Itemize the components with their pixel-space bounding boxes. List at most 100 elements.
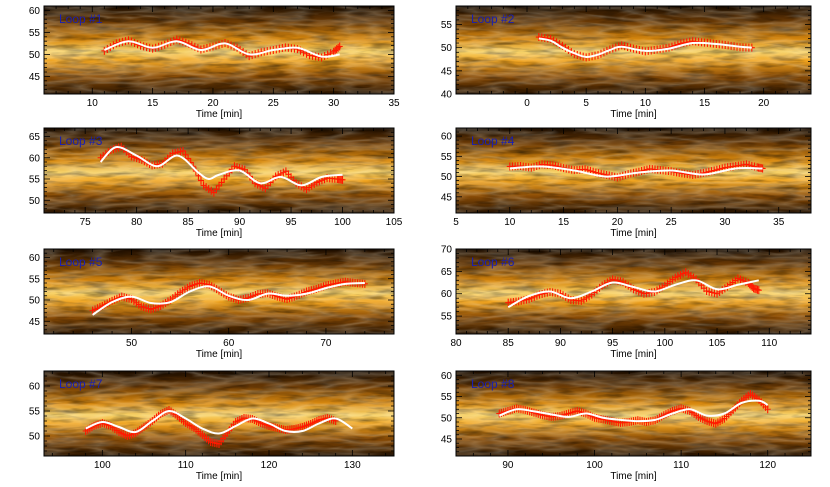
- loop-5-y-tick-label: 55: [29, 274, 41, 285]
- loop-2-x-tick-label: 20: [758, 98, 770, 109]
- loop-1-measured-point: [336, 42, 343, 51]
- loop-4-measured-point: [751, 162, 758, 171]
- loop-6-xlabel: Time [min]: [610, 349, 657, 360]
- loop-1-y-tick-label: 45: [29, 72, 41, 83]
- loop-6-x-tick-label: 85: [503, 338, 515, 349]
- loop-2-x-tick-label: 15: [699, 98, 711, 109]
- loop-6-measured-point: [677, 270, 684, 279]
- loop-6-measured-point: [703, 287, 710, 296]
- loop-7-y-tick-label: 50: [29, 432, 41, 443]
- loop-3-measured-point: [231, 162, 238, 171]
- loop-6-measured-point: [680, 269, 687, 278]
- loop-3-x-tick-label: 75: [80, 217, 92, 228]
- loop-3-measured-point: [197, 176, 204, 185]
- loop-8-xlabel: Time [min]: [610, 471, 657, 482]
- panel-loop-1: 10 15 20 25 30 35 45 50 55 60 Time [min] Loop #1: [29, 5, 400, 120]
- loop-7-x-tick-label: 100: [94, 460, 111, 471]
- loop-8-x-tick-label: 120: [759, 460, 776, 471]
- loop-8-x-tick-label: 100: [586, 460, 603, 471]
- loop-3-measured-point: [280, 168, 287, 177]
- loop-7-x-tick-label: 130: [344, 460, 361, 471]
- loop-4-x-tick-label: 35: [773, 217, 785, 228]
- loop-4-measured-point: [614, 173, 621, 182]
- loop-4-y-tick-label: 60: [441, 132, 453, 143]
- loop-8-x-tick-label: 90: [502, 460, 514, 471]
- loop-2-x-tick-label: 0: [524, 98, 530, 109]
- panel-loop-6: 80 85 90 95 100 105 110 55 60 65 70 Time [min] Loop …: [441, 245, 812, 360]
- loop-1-xlabel: Time [min]: [196, 109, 243, 120]
- loop-4-x-tick-label: 10: [504, 217, 516, 228]
- loop-6-measured-point: [711, 289, 718, 298]
- loop-6-measured-point: [682, 268, 689, 277]
- loop-4-x-tick-label: 20: [612, 217, 624, 228]
- loop-2-fit-line: [538, 37, 752, 58]
- panel-loop-3: 75 80 85 90 95 100 105 50 55 60 65 Time [min] Loop #…: [29, 127, 403, 239]
- loop-6-measured-point: [669, 275, 676, 284]
- loop-5-title: Loop #5: [59, 255, 103, 269]
- loop-1-x-tick-label: 10: [87, 98, 99, 109]
- loop-3-x-tick-label: 100: [334, 217, 351, 228]
- loop-3-measured-point: [179, 146, 186, 155]
- loop-6-x-tick-label: 90: [555, 338, 567, 349]
- loop-5-x-tick-label: 50: [126, 338, 138, 349]
- loop-6-measured-point: [708, 288, 715, 297]
- loop-1-y-tick-label: 60: [29, 6, 41, 17]
- loop-1-x-tick-label: 35: [388, 98, 400, 109]
- loop-7-x-tick-label: 110: [178, 460, 194, 471]
- loop-5-image: [44, 249, 394, 334]
- loop-3-measured-point: [259, 183, 266, 192]
- loop-3-measured-point: [306, 183, 313, 192]
- loop-3-measured-point: [200, 181, 207, 190]
- loop-2-y-tick-label: 45: [441, 66, 453, 77]
- loop-2-x-tick-label: 5: [583, 98, 589, 109]
- loop-6-measured-point: [580, 295, 587, 304]
- loop-3-measured-point: [208, 186, 215, 195]
- loop-1-x-tick-label: 20: [207, 98, 219, 109]
- loop-7-title: Loop #7: [59, 377, 103, 391]
- loop-6-fit-line: [507, 279, 760, 309]
- loop-3-measured-point: [216, 181, 222, 190]
- loop-7-fit-line: [85, 409, 353, 435]
- panel-loop-2: 0 5 10 15 20 40 45 50 55 Time [min] Loop #2: [441, 5, 812, 120]
- loop-3-image: [44, 128, 394, 213]
- loop-5-xlabel: Time [min]: [196, 349, 243, 360]
- loop-4-measured-point: [536, 161, 543, 170]
- loop-3-measured-point: [210, 188, 217, 197]
- loop-4-x-tick-label: 15: [558, 217, 570, 228]
- loop-3-x-tick-label: 90: [234, 217, 246, 228]
- loop-8-y-tick-label: 50: [441, 413, 453, 424]
- loop-3-x-tick-label: 80: [131, 217, 143, 228]
- loop-3-measured-point: [205, 184, 212, 193]
- loop-3-measured-point: [308, 181, 315, 190]
- loop-8-measured-point: [764, 405, 771, 414]
- loop-4-x-tick-label: 25: [666, 217, 678, 228]
- loop-6-measured-point: [714, 289, 721, 298]
- loop-1-y-tick-label: 50: [29, 50, 41, 61]
- loop-3-measured-point: [303, 185, 310, 194]
- loop-6-measured-point: [749, 283, 756, 292]
- loop-5-fit-line: [92, 282, 365, 316]
- loop-6-measured-point: [583, 293, 590, 302]
- loop-6-x-tick-label: 105: [709, 338, 726, 349]
- loop-6-measured-point: [672, 273, 679, 282]
- loop-4-measured-point: [700, 168, 707, 177]
- loop-6-title: Loop #6: [471, 255, 515, 269]
- loop-4-measured-point: [555, 162, 562, 171]
- loop-3-measured-point: [339, 175, 346, 184]
- loop-2-y-tick-label: 40: [441, 90, 453, 101]
- loop-4-y-tick-label: 50: [441, 172, 453, 183]
- loop-4-fit-line: [509, 165, 763, 178]
- loop-1-measured-point: [101, 46, 108, 55]
- loop-3-measured-point: [97, 153, 104, 162]
- loop-5-y-tick-label: 45: [29, 317, 41, 328]
- loop-3-x-tick-label: 105: [386, 217, 403, 228]
- loop-3-fit-line: [99, 146, 343, 187]
- loop-4-x-tick-label: 30: [719, 217, 731, 228]
- loop-8-fit-line: [498, 399, 769, 423]
- loop-2-xlabel: Time [min]: [610, 109, 657, 120]
- loop-3-x-tick-label: 95: [285, 217, 297, 228]
- loop-1-y-tick-label: 55: [29, 28, 41, 39]
- panel-loop-4: 5 10 15 20 25 30 35 45 50 55 60 Time [min] Loop #4: [441, 127, 812, 239]
